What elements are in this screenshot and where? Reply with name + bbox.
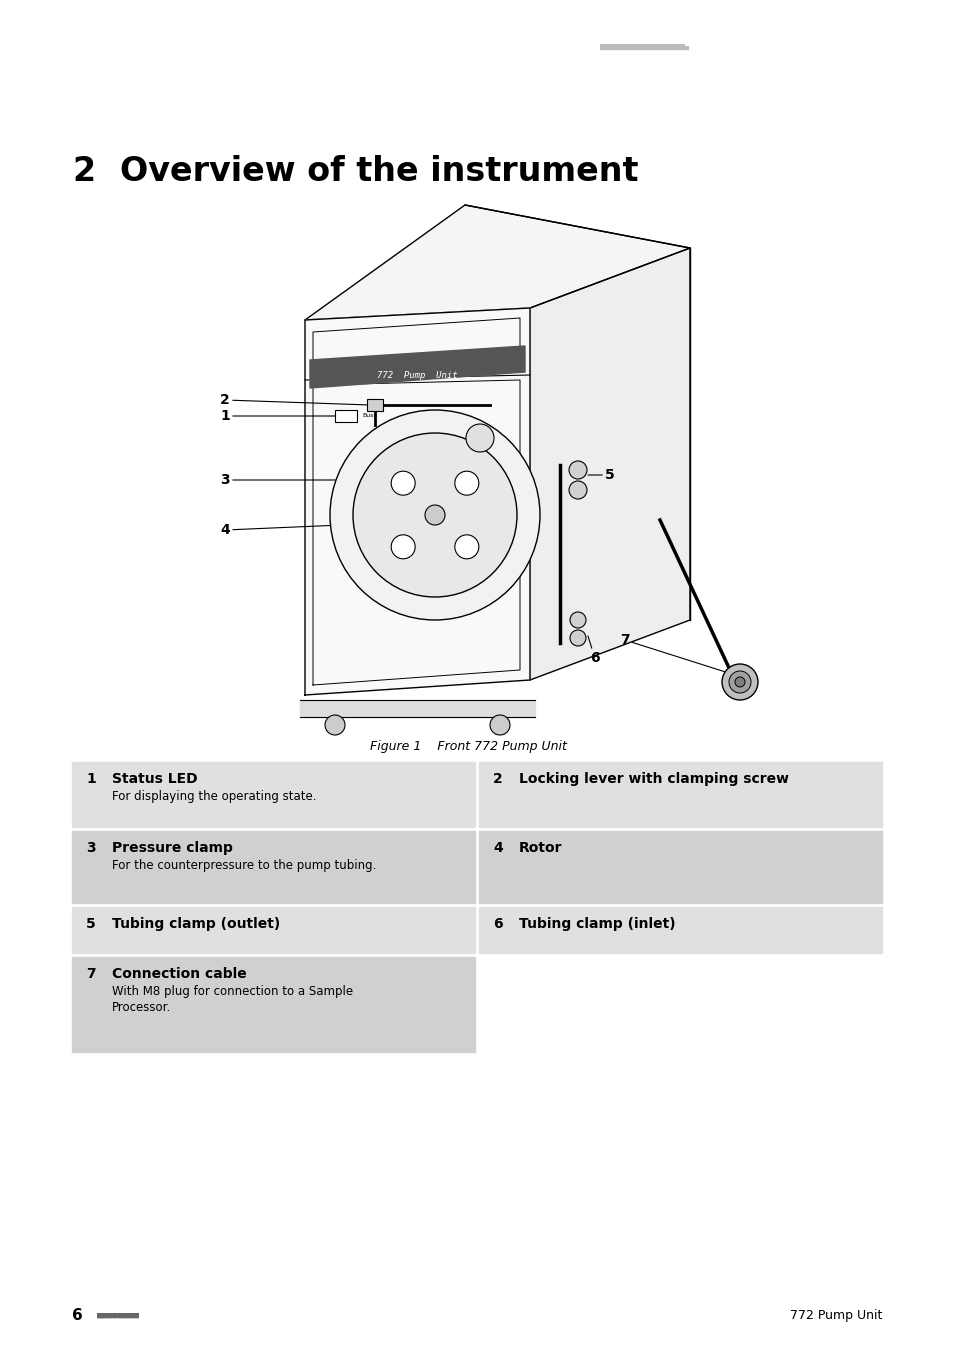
Text: Overview of the instrument: Overview of the instrument bbox=[120, 155, 638, 188]
Circle shape bbox=[330, 410, 539, 620]
Text: ΩMetrohm: ΩMetrohm bbox=[407, 464, 462, 475]
Text: ■■■■■■■■: ■■■■■■■■ bbox=[97, 1311, 140, 1319]
Polygon shape bbox=[71, 761, 475, 828]
Polygon shape bbox=[310, 346, 524, 387]
Text: 6: 6 bbox=[493, 917, 502, 932]
Polygon shape bbox=[71, 957, 475, 1052]
Text: 3: 3 bbox=[86, 841, 95, 855]
Polygon shape bbox=[305, 205, 689, 320]
Text: ■■■■■■■■■■■■■■■■■■■■■: ■■■■■■■■■■■■■■■■■■■■■ bbox=[599, 45, 688, 51]
Circle shape bbox=[568, 481, 586, 500]
Text: Connection cable: Connection cable bbox=[112, 967, 247, 981]
Polygon shape bbox=[530, 248, 689, 680]
Text: 4: 4 bbox=[493, 841, 502, 855]
Polygon shape bbox=[305, 308, 530, 695]
Circle shape bbox=[455, 535, 478, 559]
Text: 7: 7 bbox=[86, 967, 95, 981]
Circle shape bbox=[569, 612, 585, 628]
Polygon shape bbox=[71, 907, 475, 953]
Circle shape bbox=[568, 460, 586, 479]
Circle shape bbox=[465, 424, 494, 452]
Polygon shape bbox=[478, 907, 882, 953]
Circle shape bbox=[734, 676, 744, 687]
Text: Rotor: Rotor bbox=[518, 841, 562, 855]
Circle shape bbox=[728, 671, 750, 693]
Circle shape bbox=[391, 535, 415, 559]
Circle shape bbox=[424, 505, 444, 525]
Text: 1: 1 bbox=[220, 409, 335, 423]
Text: Tubing clamp (inlet): Tubing clamp (inlet) bbox=[518, 917, 675, 932]
Text: 7: 7 bbox=[619, 633, 734, 675]
Text: 5: 5 bbox=[86, 917, 95, 932]
Text: Tubing clamp (outlet): Tubing clamp (outlet) bbox=[112, 917, 280, 932]
Text: ■■■■■■■■■■■■■■■■■■■■: ■■■■■■■■■■■■■■■■■■■■ bbox=[599, 43, 684, 49]
Circle shape bbox=[391, 471, 415, 495]
Text: 1: 1 bbox=[86, 772, 95, 786]
Text: Pressure clamp: Pressure clamp bbox=[112, 841, 233, 855]
Circle shape bbox=[569, 630, 585, 647]
Circle shape bbox=[353, 433, 517, 597]
Polygon shape bbox=[71, 832, 475, 903]
Text: 772 Pump Unit: 772 Pump Unit bbox=[789, 1308, 882, 1322]
Text: 3: 3 bbox=[220, 472, 335, 487]
Polygon shape bbox=[478, 761, 882, 828]
Text: Figure 1    Front 772 Pump Unit: Figure 1 Front 772 Pump Unit bbox=[370, 740, 566, 753]
Text: 772  Pump  Unit: 772 Pump Unit bbox=[376, 371, 457, 381]
Circle shape bbox=[721, 664, 758, 701]
Text: 4: 4 bbox=[220, 522, 341, 537]
Bar bbox=[367, 400, 382, 410]
Text: Locking lever with clamping screw: Locking lever with clamping screw bbox=[518, 772, 788, 786]
Text: 6: 6 bbox=[71, 1308, 83, 1323]
Text: Processor.: Processor. bbox=[112, 1000, 172, 1014]
Text: For the counterpressure to the pump tubing.: For the counterpressure to the pump tubi… bbox=[112, 859, 376, 872]
Circle shape bbox=[325, 716, 345, 734]
Polygon shape bbox=[299, 701, 535, 717]
Text: Busy: Busy bbox=[361, 413, 376, 418]
Circle shape bbox=[455, 471, 478, 495]
Text: 6: 6 bbox=[587, 636, 599, 666]
Text: 2: 2 bbox=[71, 155, 95, 188]
Polygon shape bbox=[478, 832, 882, 903]
Text: 2: 2 bbox=[493, 772, 502, 786]
Text: 5: 5 bbox=[587, 468, 614, 482]
Text: With M8 plug for connection to a Sample: With M8 plug for connection to a Sample bbox=[112, 986, 353, 998]
Circle shape bbox=[490, 716, 510, 734]
Text: For displaying the operating state.: For displaying the operating state. bbox=[112, 790, 316, 803]
Text: 2: 2 bbox=[220, 393, 370, 406]
Text: Status LED: Status LED bbox=[112, 772, 197, 786]
Bar bbox=[335, 410, 356, 423]
